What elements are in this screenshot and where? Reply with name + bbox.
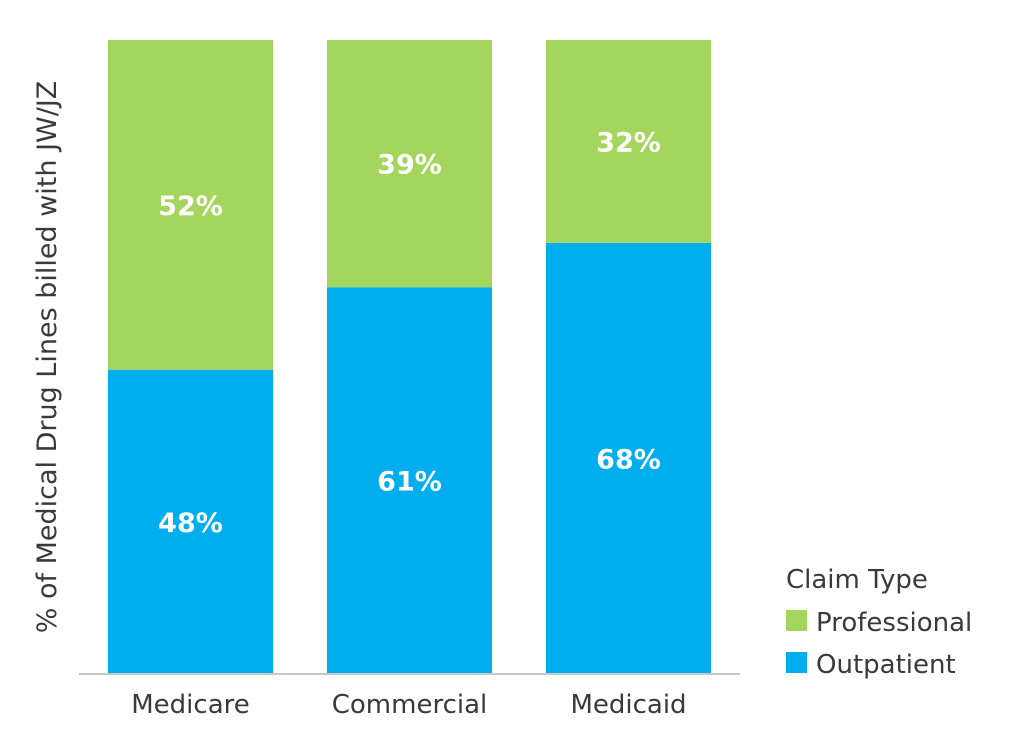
legend-label-outpatient: Outpatient — [816, 650, 956, 680]
legend-label-professional: Professional — [816, 608, 972, 638]
bars-group — [108, 40, 711, 674]
legend-title: Claim Type — [786, 565, 928, 595]
bar-value-label: 68% — [596, 444, 661, 475]
legend: Claim Type Professional Outpatient — [786, 565, 972, 680]
y-axis-label: % of Medical Drug Lines billed with JW/J… — [32, 81, 63, 634]
bar-value-label: 32% — [596, 127, 661, 158]
bar-value-label: 52% — [158, 191, 223, 222]
bar-outpatient-medicare — [108, 369, 273, 674]
legend-swatch-professional — [786, 610, 807, 631]
bar-labels-group: 48% 52% 61% 39% 68% 32% — [158, 127, 661, 538]
bar-outpatient-commercial — [327, 287, 492, 674]
bar-professional-medicaid — [546, 40, 711, 243]
bar-professional-medicare — [108, 40, 273, 370]
bar-outpatient-medicaid — [546, 242, 711, 674]
bar-value-label: 48% — [158, 508, 223, 539]
category-label-medicare: Medicare — [131, 690, 250, 720]
category-labels-group: Medicare Commercial Medicaid — [131, 690, 686, 720]
bar-value-label: 61% — [377, 467, 442, 498]
bar-value-label: 39% — [377, 150, 442, 181]
category-label-medicaid: Medicaid — [570, 690, 686, 720]
category-label-commercial: Commercial — [332, 690, 488, 720]
bar-professional-commercial — [327, 40, 492, 288]
legend-swatch-outpatient — [786, 652, 807, 673]
